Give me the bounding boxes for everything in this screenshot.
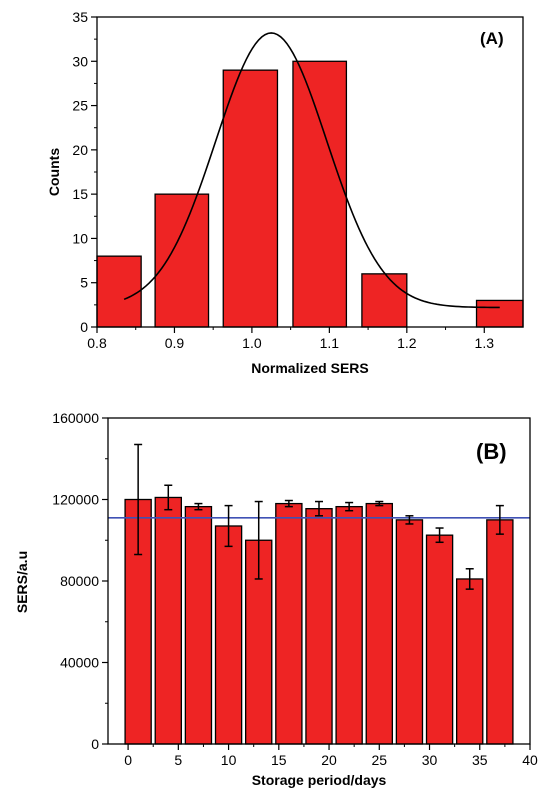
chart-b-bar-12: [486, 519, 514, 745]
chart-a-x-tick-label-4: 1.2: [397, 335, 417, 351]
chart-b-bar-10: [425, 534, 454, 745]
chart-a-x-axis: 0.8 0.9 1.0 1.1 1.2 1.3: [87, 327, 494, 351]
chart-a-y-tick-label-4: 20: [72, 142, 88, 158]
chart-a-panel-label: (A): [480, 29, 504, 48]
chart-b-bar-3: [214, 525, 243, 745]
chart-a-x-tick-label-1: 0.9: [165, 335, 185, 351]
chart-a-bars: [96, 60, 524, 328]
chart-b-x-tick-label-5: 25: [371, 752, 387, 768]
chart-a-x-tick-label-3: 1.1: [320, 335, 340, 351]
chart-a-bar-3: [292, 60, 348, 328]
chart-b-panel-label: (B): [476, 439, 507, 464]
chart-b-error-bars: [134, 443, 504, 590]
chart-b-y-tick-label-3: 120000: [52, 492, 99, 508]
chart-b-x-tick-label-4: 20: [321, 752, 337, 768]
chart-b-y-tick-label-2: 80000: [60, 573, 99, 589]
chart-a-x-tick-label-5: 1.3: [475, 335, 495, 351]
chart-a-bar-0: [96, 255, 142, 328]
chart-b-y-tick-label-0: 0: [91, 736, 99, 752]
chart-b-bar-5: [275, 502, 303, 745]
chart-b-x-tick-label-0: 0: [124, 752, 132, 768]
chart-b-x-tick-label-8: 40: [522, 752, 538, 768]
chart-b-x-axis: 0 5 10 15 20 25 30 35 40: [124, 744, 538, 768]
chart-a-y-tick-label-6: 30: [72, 53, 88, 69]
chart-a-y-tick-label-1: 5: [80, 275, 88, 291]
chart-b-y-tick-label-4: 160000: [52, 410, 99, 426]
chart-b-x-tick-label-6: 30: [422, 752, 438, 768]
chart-b: 0 40000 80000 120000 160000 0 5 10 15 20 25 30 35 40…: [14, 410, 538, 788]
chart-b-y-axis: 0 40000 80000 120000 160000: [52, 410, 108, 752]
chart-a-y-axis: 0 5 10 15 20 25 30 35: [72, 9, 97, 335]
chart-a-x-tick-label-0: 0.8: [87, 335, 107, 351]
chart-a-x-axis-title: Normalized SERS: [251, 360, 368, 376]
chart-b-bar-1: [154, 496, 182, 745]
chart-a-y-tick-label-5: 25: [72, 98, 88, 114]
chart-b-y-axis-title: SERS/a.u: [14, 551, 30, 613]
chart-b-bars: [124, 496, 514, 745]
chart-b-x-axis-title: Storage period/days: [252, 772, 387, 788]
chart-b-bar-7: [335, 505, 363, 745]
chart-b-y-tick-label-1: 40000: [60, 655, 99, 671]
chart-b-bar-2: [184, 505, 213, 745]
chart-a-bar-5: [475, 299, 524, 328]
chart-a-bar-1: [154, 193, 210, 328]
chart-a-y-tick-label-3: 15: [72, 186, 88, 202]
chart-b-x-tick-label-7: 35: [472, 752, 488, 768]
chart-b-bar-8: [365, 502, 393, 745]
chart-a-y-tick-label-0: 0: [80, 319, 88, 335]
chart-b-x-tick-label-1: 5: [174, 752, 182, 768]
chart-a-bar-2: [222, 69, 279, 328]
chart-a-y-tick-label-2: 10: [72, 230, 88, 246]
chart-a-fit-curve: [123, 32, 500, 309]
chart-a-y-axis-title: Counts: [46, 148, 62, 196]
chart-a-x-tick-label-2: 1.0: [242, 335, 262, 351]
chart-b-x-tick-label-2: 10: [221, 752, 237, 768]
chart-a: 0 5 10 15 20 25 30 35 0.8 0.9 1.0 1.1 1.2 1.3 (A) No…: [46, 9, 524, 376]
chart-a-y-tick-label-7: 35: [72, 9, 88, 25]
chart-b-bar-6: [305, 508, 333, 745]
chart-b-bar-9: [395, 519, 424, 745]
chart-a-bar-4: [361, 273, 408, 328]
chart-b-x-tick-label-3: 15: [271, 752, 287, 768]
chart-b-bar-11: [456, 578, 484, 745]
